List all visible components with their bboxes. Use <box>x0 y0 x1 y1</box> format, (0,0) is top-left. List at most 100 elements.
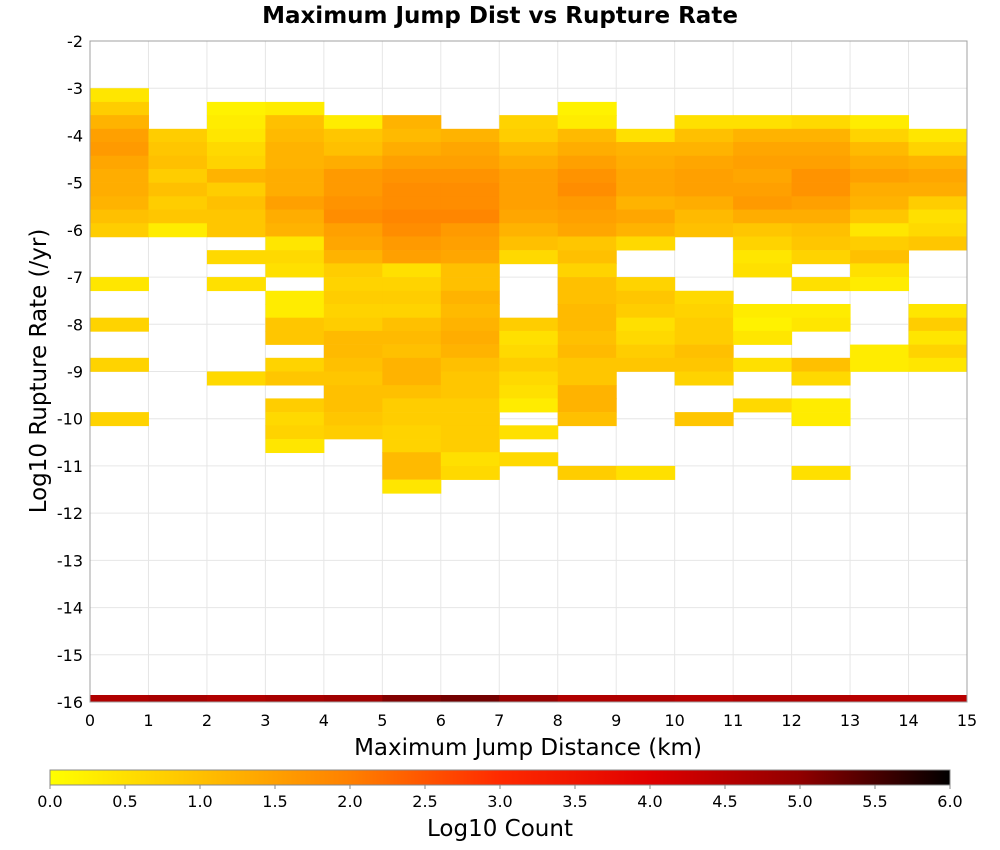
heatmap-cell <box>440 330 500 345</box>
heatmap-cell <box>499 330 559 345</box>
heatmap-cell <box>323 317 383 332</box>
heatmap-cell <box>557 277 617 292</box>
x-tick-label: 15 <box>957 711 977 730</box>
heatmap-cell <box>674 371 734 386</box>
heatmap-cell <box>557 223 617 238</box>
heatmap-cell <box>440 277 500 292</box>
heatmap-cell <box>323 344 383 359</box>
heatmap-cell <box>674 209 734 224</box>
heatmap-cell <box>557 317 617 332</box>
heatmap-cell <box>323 223 383 238</box>
heatmap-cell <box>206 142 266 157</box>
heatmap-cell <box>850 250 910 265</box>
heatmap-cell <box>440 168 500 183</box>
heatmap-cell <box>908 344 968 359</box>
heatmap-cell <box>908 182 968 197</box>
heatmap-cell <box>148 209 208 224</box>
heatmap-cell <box>440 128 500 143</box>
plot-border <box>89 40 968 703</box>
heatmap-cell <box>323 115 383 130</box>
heatmap-cell <box>791 223 851 238</box>
heatmap-cell <box>265 101 325 116</box>
heatmap-cell <box>499 452 559 467</box>
heatmap-cell <box>616 277 676 292</box>
heatmap-cell <box>674 412 734 427</box>
heatmap-cell <box>90 155 149 170</box>
heatmap-cell <box>148 223 208 238</box>
heatmap-cell <box>323 209 383 224</box>
x-tick-label: 3 <box>260 711 270 730</box>
heatmap-cell <box>90 223 149 238</box>
heatmap-cell <box>850 196 910 211</box>
heatmap-cell <box>206 128 266 143</box>
heatmap-cell <box>908 155 968 170</box>
heatmap-cell-bottom-row <box>440 695 500 702</box>
heatmap-cell <box>90 142 149 157</box>
heatmap-cell <box>440 371 500 386</box>
heatmap-cell <box>440 263 500 278</box>
heatmap-cell <box>323 142 383 157</box>
heatmap-cell <box>323 357 383 372</box>
heatmap-cell <box>90 357 149 372</box>
heatmap-cell <box>850 277 910 292</box>
heatmap-cell <box>265 250 325 265</box>
y-tick-label: -2 <box>67 32 83 51</box>
heatmap-cell <box>733 182 793 197</box>
heatmap-cell <box>323 168 383 183</box>
heatmap-cell <box>557 250 617 265</box>
heatmap-cell <box>265 412 325 427</box>
heatmap-cell <box>616 290 676 305</box>
heatmap-cell <box>616 155 676 170</box>
heatmap-cell <box>440 344 500 359</box>
heatmap-cell <box>791 142 851 157</box>
heatmap-cell <box>791 209 851 224</box>
heatmap-cell <box>323 128 383 143</box>
heatmap-cell <box>382 115 442 130</box>
colorbar-tick-label: 0.5 <box>112 792 137 811</box>
heatmap-cell <box>791 357 851 372</box>
heatmap-cell <box>148 182 208 197</box>
heatmap-cell <box>382 155 442 170</box>
heatmap-cell <box>148 168 208 183</box>
heatmap-cell <box>323 182 383 197</box>
x-tick-label: 12 <box>781 711 801 730</box>
heatmap-cell <box>323 250 383 265</box>
x-tick-label: 0 <box>85 711 95 730</box>
heatmap-cell <box>440 142 500 157</box>
heatmap-cell <box>499 223 559 238</box>
heatmap-cell <box>440 182 500 197</box>
heatmap-cell <box>382 182 442 197</box>
x-tick-label: 7 <box>494 711 504 730</box>
heatmap-cell <box>499 357 559 372</box>
heatmap-cell <box>850 236 910 251</box>
heatmap-cell <box>908 330 968 345</box>
heatmap-cell <box>733 115 793 130</box>
heatmap-cell <box>674 182 734 197</box>
heatmap-cell <box>908 196 968 211</box>
heatmap-cell <box>557 290 617 305</box>
heatmap-cell <box>791 155 851 170</box>
heatmap-cell <box>323 196 383 211</box>
heatmap-cell <box>733 223 793 238</box>
heatmap-cell <box>499 128 559 143</box>
heatmap-cell <box>499 168 559 183</box>
colorbar-tick-label: 1.0 <box>187 792 212 811</box>
heatmap-cell-bottom-row <box>557 695 617 702</box>
heatmap-cell <box>674 344 734 359</box>
heatmap-cell <box>908 223 968 238</box>
heatmap-cell <box>440 196 500 211</box>
heatmap-cell <box>557 371 617 386</box>
heatmap-cell <box>382 209 442 224</box>
heatmap-cell <box>440 317 500 332</box>
heatmap-cell <box>616 344 676 359</box>
y-tick-label: -14 <box>57 599 83 618</box>
heatmap-cell <box>382 263 442 278</box>
heatmap-cell-bottom-row <box>382 695 442 702</box>
heatmap-cell <box>265 142 325 157</box>
heatmap-cell <box>557 303 617 318</box>
heatmap-cell <box>382 425 442 440</box>
heatmap-cell <box>557 385 617 400</box>
heatmap-cell <box>499 425 559 440</box>
heatmap-cell <box>90 277 149 292</box>
heatmap-cell <box>440 223 500 238</box>
